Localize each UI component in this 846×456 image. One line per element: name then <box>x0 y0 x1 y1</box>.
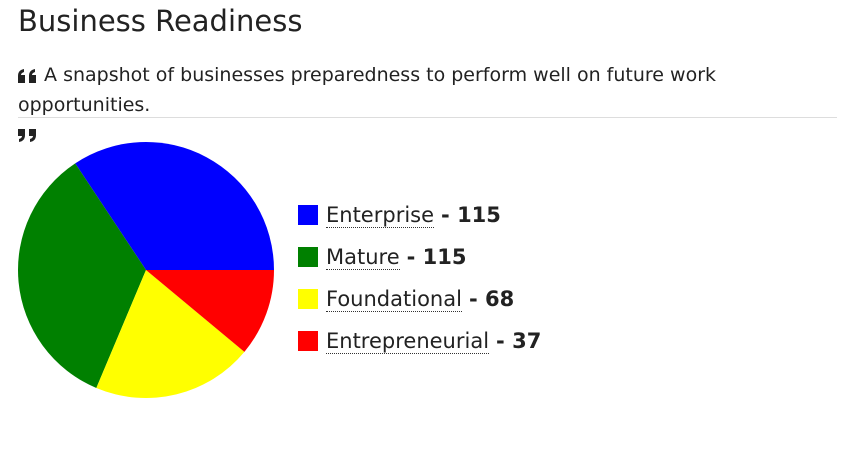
legend-item: Mature - 115 <box>298 236 541 278</box>
legend-label: Enterprise <box>326 202 435 228</box>
legend-separator: - <box>441 203 450 227</box>
pie-slice <box>146 270 274 352</box>
legend-separator: - <box>406 245 416 269</box>
legend-swatch <box>298 247 318 267</box>
legend-value: - 115 <box>407 245 467 269</box>
legend-number: 37 <box>512 329 542 353</box>
pie-slice <box>18 163 146 388</box>
pie-slice <box>75 142 274 270</box>
subtitle: A snapshot of businesses preparedness to… <box>18 64 717 116</box>
legend-value: - 115 <box>441 203 501 227</box>
subtitle-block: A snapshot of businesses preparedness to… <box>18 60 838 150</box>
pie-chart <box>18 142 274 398</box>
legend-swatch <box>298 331 318 351</box>
legend-value: - 68 <box>469 287 514 311</box>
legend-item: Entrepreneurial - 37 <box>298 320 541 362</box>
legend-separator: - <box>496 329 505 353</box>
legend-label: Entrepreneurial <box>326 328 490 354</box>
legend-label: Foundational <box>326 286 462 312</box>
legend-item: Foundational - 68 <box>298 278 541 320</box>
legend-value: - 37 <box>496 329 541 353</box>
pie-slice <box>96 270 245 398</box>
divider <box>18 117 837 118</box>
legend-number: 115 <box>457 203 501 227</box>
legend-swatch <box>298 289 318 309</box>
legend-item: Enterprise - 115 <box>298 194 541 236</box>
legend-swatch <box>298 205 318 225</box>
legend: Enterprise - 115 Mature - 115 Foundational - … <box>298 194 541 362</box>
legend-number: 115 <box>422 245 467 269</box>
title: Business Readiness <box>18 4 303 38</box>
close-quote-icon <box>18 128 36 142</box>
legend-label: Mature <box>326 244 400 270</box>
legend-number: 68 <box>484 287 515 311</box>
legend-separator: - <box>468 287 478 311</box>
open-quote-icon <box>18 68 36 83</box>
